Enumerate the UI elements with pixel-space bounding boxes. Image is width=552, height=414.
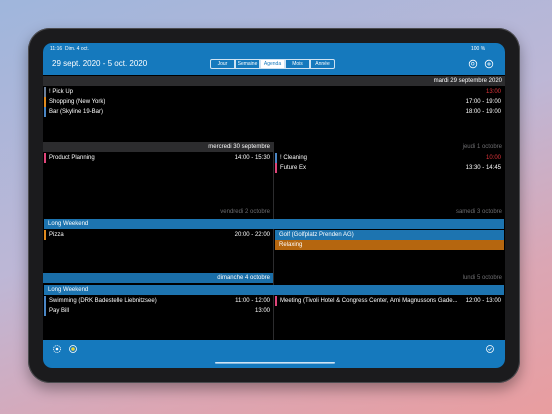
day-header: mercredi 30 septembre <box>43 142 273 152</box>
event-time: 17:00 - 19:00 <box>465 99 501 105</box>
event-time: 13:00 <box>254 308 270 314</box>
day-header: mardi 29 septembre 2020 <box>43 76 505 86</box>
done-button[interactable] <box>486 345 494 353</box>
event-title: Bar (Skyline 19-Bar) <box>49 109 104 115</box>
event-title: ! Cleaning <box>280 155 308 161</box>
day-header: samedi 3 octobre <box>455 209 502 215</box>
all-day-event[interactable]: Golf (Golfplatz Prenden AG) <box>275 230 504 240</box>
status-time: 11:16 <box>50 46 63 52</box>
bottom-toolbar <box>43 340 505 368</box>
all-day-event[interactable]: Long Weekend <box>44 219 504 229</box>
event[interactable]: Meeting (Tivoli Hotel & Congress Center,… <box>275 296 504 306</box>
event-time: 18:00 - 19:00 <box>465 109 501 115</box>
header-icons <box>468 59 494 69</box>
search-button[interactable] <box>468 59 478 69</box>
date-range-title: 29 sept. 2020 - 5 oct. 2020 <box>52 59 148 68</box>
tab-annee[interactable]: Année <box>310 59 335 69</box>
event-title: Future Ex <box>280 165 307 171</box>
event[interactable]: ! Cleaning 10:00 <box>275 153 504 163</box>
event[interactable]: Pizza 20:00 - 22:00 <box>44 230 273 240</box>
day-header: lundi 5 octobre <box>462 275 502 281</box>
tab-agenda[interactable]: Agenda <box>260 59 285 69</box>
today-button[interactable] <box>69 345 77 353</box>
event[interactable]: ! Pick Up 13:00 <box>44 87 504 97</box>
event-title: Shopping (New York) <box>49 99 106 105</box>
tab-jour[interactable]: Jour <box>210 59 235 69</box>
tab-mois[interactable]: Mois <box>285 59 310 69</box>
event-title: Product Planning <box>49 155 95 161</box>
event-title: Swimming (DRK Badestelle Liebnitzsee) <box>49 298 157 304</box>
event-title: Pay Bill <box>49 308 70 314</box>
event-time: 11:00 - 12:00 <box>235 298 270 304</box>
event-time: 13:00 <box>485 89 501 95</box>
event-time: 20:00 - 22:00 <box>234 232 270 238</box>
event-title: ! Pick Up <box>49 89 74 95</box>
event[interactable]: Swimming (DRK Badestelle Liebnitzsee) 11:… <box>44 296 273 306</box>
add-button[interactable] <box>484 59 494 69</box>
event[interactable]: Bar (Skyline 19-Bar) 18:00 - 19:00 <box>44 107 504 117</box>
event-time: 13:30 - 14:45 <box>465 165 501 171</box>
day-header: vendredi 2 octobre <box>220 209 270 215</box>
screen: 11:16 Dim. 4 oct. 100 % 29 sept. 2020 - … <box>43 43 505 368</box>
event[interactable]: Future Ex 13:30 - 14:45 <box>275 163 504 173</box>
day-header: jeudi 1 octobre <box>462 144 502 150</box>
event[interactable]: Pay Bill 13:00 <box>44 306 273 316</box>
tab-semaine[interactable]: Semaine <box>235 59 260 69</box>
event[interactable]: Shopping (New York) 17:00 - 19:00 <box>44 97 504 107</box>
all-day-event[interactable]: Relaxing <box>275 240 504 250</box>
settings-button[interactable] <box>53 345 61 353</box>
all-day-event[interactable]: Long Weekend <box>44 285 504 295</box>
event-time: 10:00 <box>485 155 501 161</box>
column-divider <box>273 142 274 340</box>
event-time: 12:00 - 13:00 <box>465 298 501 304</box>
home-indicator <box>215 362 335 364</box>
status-date: Dim. 4 oct. <box>65 46 89 52</box>
day-header-today: dimanche 4 octobre <box>43 273 273 283</box>
event-title: Pizza <box>49 232 64 238</box>
header-bar: 11:16 Dim. 4 oct. 100 % 29 sept. 2020 - … <box>43 43 505 75</box>
event[interactable]: Product Planning 14:00 - 15:30 <box>44 153 273 163</box>
status-battery: 100 % <box>471 46 486 52</box>
event-title: Meeting (Tivoli Hotel & Congress Center,… <box>280 298 458 304</box>
toolbar-icons <box>53 345 494 364</box>
event-time: 14:00 - 15:30 <box>234 155 270 161</box>
